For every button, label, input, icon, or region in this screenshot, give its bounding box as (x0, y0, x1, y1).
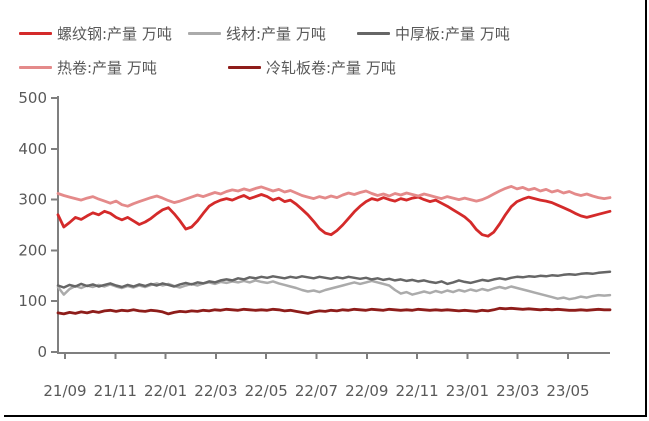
legend-label-wire-rod: 线材:产量 万吨 (226, 24, 326, 43)
legend-swatch-cold-rolled (228, 65, 261, 69)
y-tick-label: 200 (18, 241, 47, 259)
y-tick-label: 100 (18, 292, 47, 310)
legend-swatch-medium-plate (357, 31, 390, 35)
legend-label-rebar: 螺纹钢:产量 万吨 (57, 24, 172, 43)
y-tick-label: 400 (18, 140, 47, 158)
x-tick-label: 22/11 (395, 382, 438, 400)
x-tick-label: 21/09 (43, 382, 86, 400)
y-tick-label: 300 (18, 191, 47, 209)
legend-item-hot-coil: 热卷:产量 万吨 (19, 57, 157, 77)
legend-item-rebar: 螺纹钢:产量 万吨 (19, 23, 172, 43)
legend-swatch-wire-rod (188, 31, 221, 35)
legend-item-medium-plate: 中厚板:产量 万吨 (357, 23, 510, 43)
x-tick-label: 23/01 (446, 382, 489, 400)
series-line-hot-coil (56, 184, 612, 208)
cell-border-right-line (645, 0, 647, 417)
legend-item-wire-rod: 线材:产量 万吨 (188, 23, 326, 43)
x-tick-label: 21/11 (94, 382, 137, 400)
x-tick-label: 23/05 (546, 382, 589, 400)
x-tick-label: 22/01 (144, 382, 187, 400)
x-tick-label: 22/05 (245, 382, 288, 400)
x-tick-label: 22/09 (345, 382, 388, 400)
series-line-rebar (56, 193, 612, 238)
legend-label-hot-coil: 热卷:产量 万吨 (57, 58, 157, 77)
x-tick-label: 23/03 (496, 382, 539, 400)
series-line-medium-plate (56, 270, 612, 289)
legend-item-cold-rolled: 冷轧板卷:产量 万吨 (228, 57, 396, 77)
y-tick-label: 500 (18, 89, 47, 107)
x-tick-label: 22/03 (194, 382, 237, 400)
y-tick-label: 0 (37, 343, 47, 361)
series-line-wire-rod (56, 279, 612, 301)
cell-border-bottom-line (4, 415, 647, 417)
series-line-cold-rolled (56, 306, 612, 316)
legend-swatch-rebar (19, 31, 52, 35)
x-tick-label: 22/07 (295, 382, 338, 400)
legend-label-medium-plate: 中厚板:产量 万吨 (395, 24, 510, 43)
legend-label-cold-rolled: 冷轧板卷:产量 万吨 (266, 58, 396, 77)
legend-swatch-hot-coil (19, 65, 52, 69)
